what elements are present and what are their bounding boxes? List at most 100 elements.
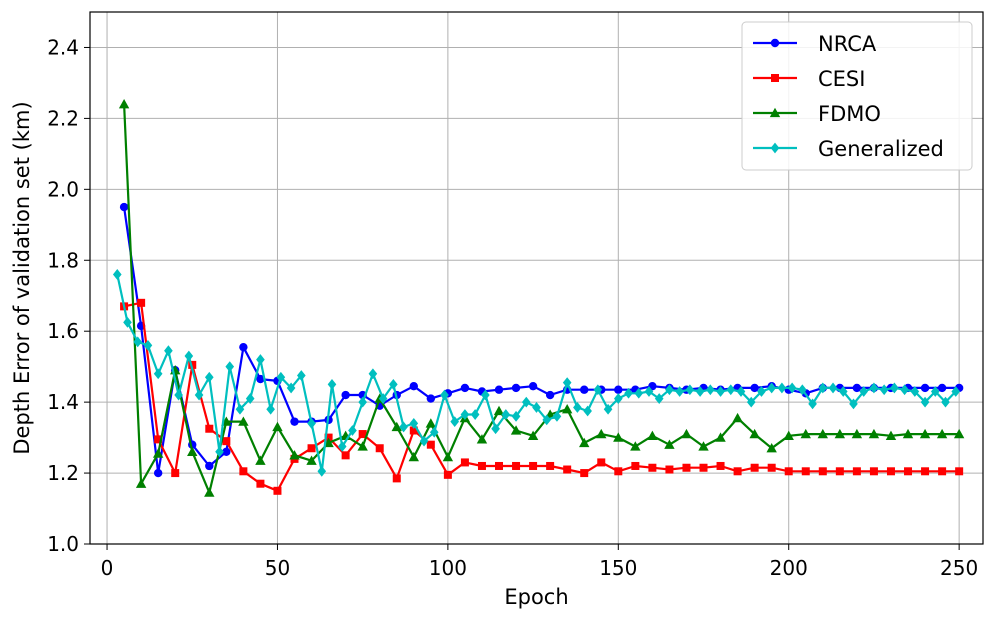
data-point: [123, 316, 132, 328]
x-axis-label: Epoch: [504, 585, 568, 609]
legend-label: FDMO: [818, 102, 881, 126]
data-point: [419, 435, 429, 447]
data-point: [682, 463, 691, 472]
data-point: [603, 403, 613, 415]
data-point: [869, 382, 879, 394]
legend-item: FDMO: [753, 102, 881, 126]
data-point: [337, 441, 347, 452]
data-point: [716, 461, 725, 470]
x-tick-label: 0: [101, 556, 114, 580]
x-tick-label: 50: [265, 556, 290, 580]
data-point: [890, 382, 899, 394]
data-point: [425, 418, 437, 428]
data-point: [341, 451, 350, 460]
data-point: [174, 389, 183, 401]
data-point: [512, 461, 521, 470]
data-point: [440, 389, 449, 401]
legend-marker: [769, 107, 781, 118]
data-point: [849, 398, 858, 410]
data-point: [143, 339, 153, 351]
data-point: [767, 463, 776, 472]
data-point: [256, 354, 265, 365]
data-point: [239, 467, 248, 476]
data-point: [921, 467, 930, 476]
data-point: [818, 382, 828, 394]
data-point: [545, 390, 555, 400]
data-point: [391, 421, 402, 432]
data-point: [205, 424, 214, 433]
data-point: [511, 383, 521, 393]
data-point: [777, 382, 787, 394]
data-point: [256, 479, 265, 488]
data-point: [153, 468, 163, 478]
data-point: [187, 446, 198, 456]
data-point: [818, 467, 827, 476]
data-point: [358, 430, 367, 439]
data-point: [154, 435, 163, 444]
data-point: [443, 470, 452, 479]
data-point: [835, 467, 844, 476]
data-point: [306, 455, 317, 465]
data-point: [255, 455, 266, 465]
data-point: [654, 393, 664, 404]
x-tick-label: 200: [770, 556, 808, 580]
data-point: [613, 432, 624, 442]
data-point: [235, 403, 245, 415]
data-point: [817, 428, 829, 439]
data-point: [222, 437, 231, 446]
data-point: [137, 298, 146, 307]
data-point: [528, 381, 538, 391]
data-point: [919, 428, 931, 439]
data-point: [596, 428, 607, 439]
data-point: [665, 465, 674, 474]
data-point: [579, 437, 590, 448]
data-point: [726, 384, 736, 396]
data-point: [644, 386, 654, 397]
data-point: [426, 394, 436, 403]
legend-marker: [771, 74, 779, 82]
y-tick-label: 1.6: [47, 319, 79, 343]
x-tick-label: 100: [429, 556, 467, 580]
data-point: [225, 361, 235, 373]
data-point: [389, 379, 398, 390]
data-point: [698, 441, 709, 451]
data-point: [750, 463, 759, 472]
data-point: [630, 441, 641, 451]
data-point: [675, 386, 684, 397]
data-point: [801, 467, 810, 476]
data-point: [341, 390, 350, 400]
data-point: [634, 387, 644, 399]
data-point: [766, 443, 777, 453]
data-point: [953, 428, 965, 439]
y-tick-label: 1.4: [47, 390, 79, 414]
data-point: [429, 426, 439, 438]
data-point: [470, 409, 480, 420]
data-point: [307, 418, 316, 429]
legend-label: Generalized: [818, 137, 944, 161]
data-point: [399, 421, 408, 433]
data-point: [614, 385, 623, 394]
data-point: [936, 428, 948, 439]
data-point: [317, 465, 327, 477]
data-point: [476, 434, 488, 444]
data-point: [834, 428, 846, 439]
data-point: [904, 467, 913, 476]
data-point: [800, 428, 811, 439]
data-point: [624, 387, 633, 399]
legend: NRCA CESI FDMO Generalized: [741, 21, 973, 171]
data-point: [532, 402, 541, 413]
data-point: [808, 398, 817, 410]
y-tick-label: 2.4: [47, 35, 79, 59]
data-point: [273, 486, 282, 495]
data-point: [426, 440, 435, 449]
series-cesi: [120, 298, 964, 495]
data-point: [408, 451, 419, 462]
data-point: [133, 336, 143, 348]
data-point: [256, 374, 265, 384]
data-point: [245, 393, 255, 404]
data-point: [736, 386, 746, 397]
data-point: [767, 382, 776, 394]
data-point: [902, 428, 914, 439]
data-point: [491, 423, 500, 435]
data-point: [784, 467, 793, 476]
